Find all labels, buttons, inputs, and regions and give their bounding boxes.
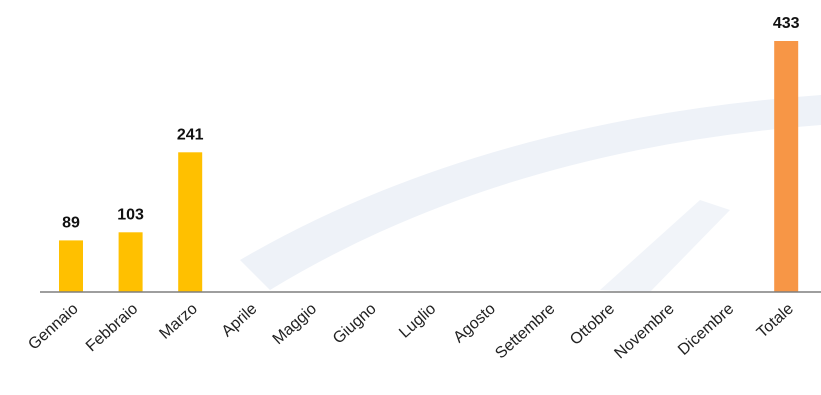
x-tick-label-dicembre: Dicembre xyxy=(675,300,737,359)
bars-layer xyxy=(59,41,799,292)
x-tick-label-novembre: Novembre xyxy=(611,300,677,362)
watermark-swoosh xyxy=(240,95,821,290)
data-label-febbraio: 103 xyxy=(117,206,144,223)
bar-gennaio xyxy=(59,240,83,292)
data-label-gennaio: 89 xyxy=(62,214,80,231)
watermark-logo xyxy=(240,95,821,292)
bar-totale xyxy=(774,41,799,292)
bar-febbraio xyxy=(118,232,143,292)
bar-marzo xyxy=(178,152,203,292)
x-tick-label-luglio: Luglio xyxy=(396,300,439,341)
data-labels-layer: 89 103 241 433 xyxy=(62,15,800,231)
data-label-marzo: 241 xyxy=(177,126,204,143)
x-tick-label-ottobre: Ottobre xyxy=(567,300,618,348)
x-tick-label-giugno: Giugno xyxy=(330,300,380,347)
x-tick-label-gennaio: Gennaio xyxy=(25,300,81,353)
x-tick-label-settembre: Settembre xyxy=(492,300,558,362)
x-tick-label-febbraio: Febbraio xyxy=(83,300,141,355)
data-label-totale: 433 xyxy=(773,15,800,32)
watermark-stroke xyxy=(600,200,730,292)
x-tick-label-maggio: Maggio xyxy=(270,300,320,348)
x-tick-label-marzo: Marzo xyxy=(156,300,200,342)
x-tick-label-agosto: Agosto xyxy=(450,300,498,346)
x-tick-labels-layer: Gennaio Febbraio Marzo Aprile Maggio Giugno Lu… xyxy=(25,300,797,362)
x-tick-label-aprile: Aprile xyxy=(219,300,261,340)
x-tick-label-totale: Totale xyxy=(754,300,797,341)
